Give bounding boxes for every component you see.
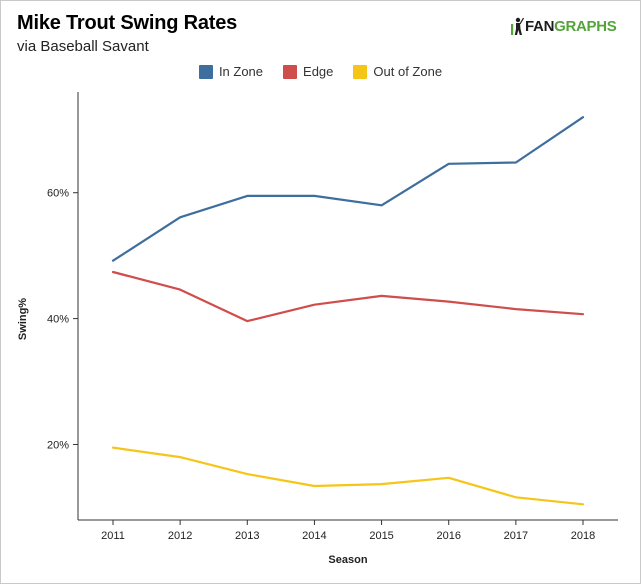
data-point-in-zone[interactable] xyxy=(581,115,586,120)
legend-item-edge[interactable]: Edge xyxy=(283,64,333,79)
x-tick-label: 2013 xyxy=(235,530,259,542)
data-point-edge[interactable] xyxy=(178,287,183,292)
series-line-edge[interactable] xyxy=(111,270,585,323)
x-tick-label: 2014 xyxy=(302,530,326,542)
x-tick-label: 2011 xyxy=(101,530,125,542)
data-point-in-zone[interactable] xyxy=(446,161,451,166)
data-point-out-of-zone[interactable] xyxy=(379,482,384,487)
data-point-in-zone[interactable] xyxy=(312,193,317,198)
chart-subtitle: via Baseball Savant xyxy=(17,38,149,55)
legend-swatch xyxy=(283,64,298,79)
logo-text-graphs: GRAPHS xyxy=(554,17,617,35)
y-tick-label: 20% xyxy=(47,439,69,451)
data-point-edge[interactable] xyxy=(379,293,384,298)
legend-swatch xyxy=(198,64,213,79)
data-point-edge[interactable] xyxy=(581,312,586,317)
x-tick-label: 2016 xyxy=(436,530,460,542)
data-point-edge[interactable] xyxy=(446,299,451,304)
legend-label: In Zone xyxy=(218,64,264,79)
data-point-edge[interactable] xyxy=(513,307,518,312)
series-line-out-of-zone[interactable] xyxy=(111,446,585,506)
data-point-out-of-zone[interactable] xyxy=(178,455,183,460)
data-point-edge[interactable] xyxy=(111,270,116,275)
x-tick-label: 2018 xyxy=(571,530,595,542)
data-point-out-of-zone[interactable] xyxy=(111,445,116,450)
data-point-out-of-zone[interactable] xyxy=(446,475,451,480)
chart-legend: In Zone Edge Out of Zone xyxy=(0,64,641,79)
data-point-out-of-zone[interactable] xyxy=(513,495,518,500)
data-point-in-zone[interactable] xyxy=(513,160,518,165)
y-axis-title: Swing% xyxy=(17,298,29,340)
data-point-in-zone[interactable] xyxy=(379,203,384,208)
fangraphs-logo: FANGRAPHS xyxy=(510,17,617,35)
chart-title: Mike Trout Swing Rates xyxy=(17,12,238,34)
y-tick-label: 60% xyxy=(47,188,69,200)
y-tick-label: 40% xyxy=(47,314,69,326)
data-point-out-of-zone[interactable] xyxy=(245,472,250,477)
data-point-edge[interactable] xyxy=(245,319,250,324)
batter-icon xyxy=(511,17,524,35)
x-tick-label: 2015 xyxy=(369,530,393,542)
data-point-in-zone[interactable] xyxy=(178,215,183,220)
series-line-in-zone[interactable] xyxy=(111,116,585,262)
data-point-out-of-zone[interactable] xyxy=(581,502,586,507)
data-point-in-zone[interactable] xyxy=(111,258,116,263)
data-point-in-zone[interactable] xyxy=(245,193,250,198)
chart-axes: 20% 40% 60% 2011 2012 2013 2014 2015 2016 2017 201… xyxy=(47,92,618,542)
legend-item-out-of-zone[interactable]: Out of Zone xyxy=(353,64,442,79)
legend-label: Edge xyxy=(303,64,334,79)
x-tick-label: 2012 xyxy=(168,530,192,542)
x-axis-title: Season xyxy=(328,554,367,566)
logo-text-fan: FAN xyxy=(525,17,555,35)
legend-label: Out of Zone xyxy=(373,64,443,79)
data-point-edge[interactable] xyxy=(312,302,317,307)
x-tick-label: 2017 xyxy=(504,530,528,542)
chart-series xyxy=(111,115,586,507)
data-point-out-of-zone[interactable] xyxy=(312,484,317,489)
legend-item-in-zone[interactable]: In Zone xyxy=(198,64,264,79)
legend-swatch xyxy=(353,64,368,79)
